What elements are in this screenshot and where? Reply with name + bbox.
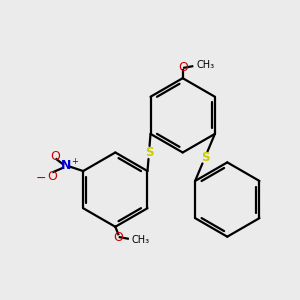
- Text: O: O: [178, 61, 188, 74]
- Text: S: S: [201, 151, 209, 164]
- Text: +: +: [72, 157, 78, 166]
- Text: O: O: [50, 150, 60, 163]
- Text: O: O: [47, 169, 57, 183]
- Text: −: −: [35, 172, 46, 185]
- Text: CH₃: CH₃: [132, 235, 150, 245]
- Text: CH₃: CH₃: [196, 60, 214, 70]
- Text: S: S: [145, 146, 153, 159]
- Text: O: O: [113, 231, 123, 244]
- Text: N: N: [61, 159, 71, 172]
